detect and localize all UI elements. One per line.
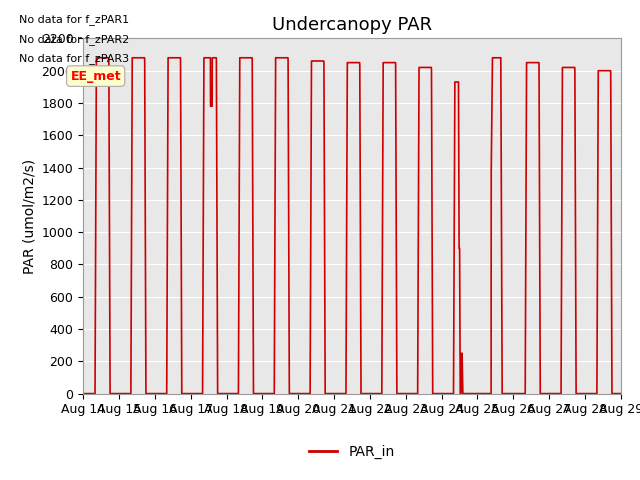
Text: No data for f_zPAR3: No data for f_zPAR3 <box>19 53 129 64</box>
Text: No data for f_zPAR2: No data for f_zPAR2 <box>19 34 129 45</box>
Y-axis label: PAR (umol/m2/s): PAR (umol/m2/s) <box>22 158 36 274</box>
Text: EE_met: EE_met <box>70 70 121 83</box>
Title: Undercanopy PAR: Undercanopy PAR <box>272 16 432 34</box>
Legend: PAR_in: PAR_in <box>304 440 400 465</box>
Text: No data for f_zPAR1: No data for f_zPAR1 <box>19 14 129 25</box>
